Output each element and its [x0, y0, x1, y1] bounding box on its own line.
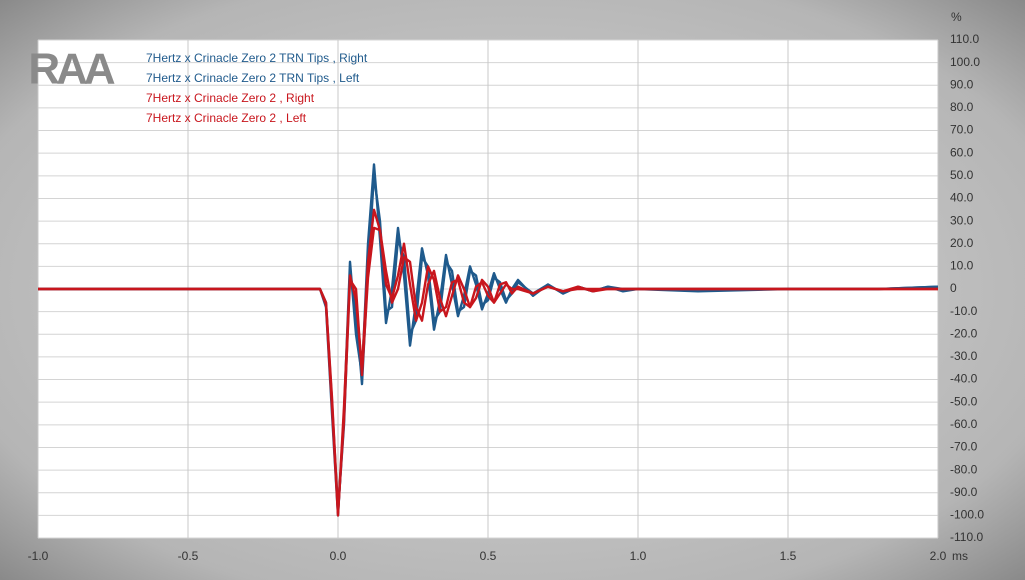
- y-tick-label: 110.0: [950, 32, 979, 46]
- y-tick-label: -20.0: [950, 326, 978, 340]
- y-tick-label: 90.0: [950, 77, 974, 91]
- y-tick-label: -70.0: [950, 440, 978, 454]
- y-tick-label: 70.0: [950, 123, 974, 137]
- y-tick-label: -80.0: [950, 462, 978, 476]
- y-tick-label: -10.0: [950, 304, 978, 318]
- y-unit: %: [951, 10, 962, 24]
- y-tick-label: -50.0: [950, 394, 978, 408]
- y-tick-label: -110.0: [950, 530, 983, 544]
- series-lines: [38, 163, 939, 517]
- y-tick-label: 40.0: [950, 191, 974, 205]
- y-tick-label: -60.0: [950, 417, 978, 431]
- y-tick-label: 60.0: [950, 145, 974, 159]
- y-tick-label: 10.0: [950, 259, 974, 273]
- y-tick-label: -90.0: [950, 485, 978, 499]
- y-tick-label: 20.0: [950, 236, 974, 250]
- y-tick-label: -30.0: [950, 349, 978, 363]
- y-tick-label: 80.0: [950, 100, 974, 114]
- x-tick-label: -0.5: [178, 549, 199, 563]
- legend-entry: 7Hertz x Crinacle Zero 2 TRN Tips , Righ…: [146, 51, 368, 65]
- legend-entry: 7Hertz x Crinacle Zero 2 , Left: [146, 111, 307, 125]
- watermark: RAA: [28, 45, 115, 94]
- x-unit: ms: [952, 549, 968, 563]
- series-line: [38, 226, 938, 515]
- y-tick-label: 30.0: [950, 213, 974, 227]
- y-tick-label: -40.0: [950, 372, 978, 386]
- grid: [37, 39, 939, 539]
- y-tick-label: 100.0: [950, 55, 980, 69]
- y-tick-label: 50.0: [950, 168, 974, 182]
- x-tick-label: 0.5: [480, 549, 497, 563]
- legend-entry: 7Hertz x Crinacle Zero 2 TRN Tips , Left: [146, 71, 360, 85]
- x-tick-label: 0.0: [330, 549, 347, 563]
- x-tick-label: 2.0: [930, 549, 947, 563]
- x-tick-label: 1.5: [780, 549, 797, 563]
- y-tick-label: 0: [950, 281, 957, 295]
- x-tick-label: -1.0: [28, 549, 49, 563]
- y-tick-label: -100.0: [950, 508, 984, 522]
- legend-entry: 7Hertz x Crinacle Zero 2 , Right: [146, 91, 315, 105]
- x-tick-label: 1.0: [630, 549, 647, 563]
